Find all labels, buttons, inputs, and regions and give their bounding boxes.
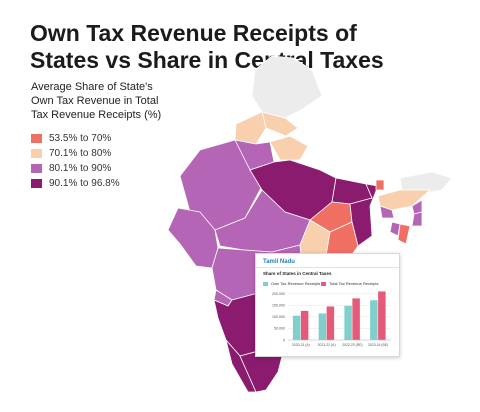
region-punjab[interactable] xyxy=(234,111,267,145)
tooltip-state-name: Tamil Nadu xyxy=(263,259,295,265)
legend-label: 90.1% to 96.8% xyxy=(49,178,120,189)
tooltip-legend-swatch xyxy=(263,281,268,286)
bar xyxy=(344,305,352,340)
y-tick-label: 200,000 xyxy=(272,292,285,296)
y-tick-label: 150,000 xyxy=(272,304,285,308)
bar xyxy=(318,313,327,340)
tooltip-divider xyxy=(256,267,399,268)
tooltip-legend-item: Total Tax Revenue Receipts xyxy=(321,281,379,286)
title-line-1: Own Tax Revenue Receipts of xyxy=(30,20,357,46)
legend-swatch xyxy=(31,134,42,143)
y-tick-label: 100,000 xyxy=(272,315,285,319)
bar xyxy=(300,310,309,340)
tooltip-legend-item: Own Tax Revenue Receipts xyxy=(263,281,320,286)
x-tick-label: 2021-22 (A) xyxy=(318,343,336,347)
legend-swatch xyxy=(31,164,42,173)
tooltip-legend-label: Total Tax Revenue Receipts xyxy=(329,281,379,286)
legend: 53.5% to 70% 70.1% to 80% 80.1% to 90% 9… xyxy=(31,131,120,191)
legend-heading: Average Share of State's Own Tax Revenue… xyxy=(31,80,206,122)
legend-label: 70.1% to 80% xyxy=(49,148,112,159)
region-uttarakhand[interactable] xyxy=(269,135,309,161)
tooltip-legend-label: Own Tax Revenue Receipts xyxy=(271,281,321,286)
legend-heading-line: Own Tax Revenue in Total xyxy=(31,95,159,107)
legend-item[interactable]: 53.5% to 70% xyxy=(31,131,120,146)
legend-heading-line: Average Share of State's xyxy=(31,81,153,93)
tooltip-chart-title: Share of States in Central Taxes xyxy=(263,271,332,276)
legend-swatch xyxy=(31,149,42,158)
region-jammu-kashmir[interactable] xyxy=(251,55,323,119)
legend-item[interactable]: 80.1% to 90% xyxy=(31,161,120,176)
region-sikkim[interactable] xyxy=(375,179,385,191)
region-tripura[interactable] xyxy=(389,221,401,237)
y-tick-label: 0 xyxy=(283,338,285,342)
y-tick-label: 50,000 xyxy=(274,327,285,331)
tooltip-legend-swatch xyxy=(321,281,326,286)
legend-heading-line: Tax Revenue Receipts (%) xyxy=(31,109,162,121)
page-title: Own Tax Revenue Receipts of States vs Sh… xyxy=(30,20,450,74)
legend-item[interactable]: 90.1% to 96.8% xyxy=(31,176,120,191)
region-meghalaya[interactable] xyxy=(379,205,395,219)
bar xyxy=(292,315,301,340)
region-mizoram[interactable] xyxy=(397,223,411,245)
legend-label: 80.1% to 90% xyxy=(49,163,112,174)
x-tick-label: 2020-21 (A) xyxy=(292,343,310,347)
bar xyxy=(378,291,386,340)
title-line-2: States vs Share in Central Taxes xyxy=(30,47,384,73)
tooltip-bar-chart: 200,000 150,000 100,000 50,000 0 2020-21 (A) 2… xyxy=(272,291,391,347)
legend-item[interactable]: 70.1% to 80% xyxy=(31,146,120,161)
x-tick-label: 2022-23 (RE) xyxy=(342,343,362,347)
bar xyxy=(352,298,360,340)
bar xyxy=(370,300,378,340)
x-tick-label: 2023-24 (BE) xyxy=(368,343,388,347)
legend-label: 53.5% to 70% xyxy=(49,133,112,144)
region-manipur[interactable] xyxy=(411,211,423,227)
tooltip-card: Tamil Nadu Share of States in Central Ta… xyxy=(255,253,400,357)
legend-swatch xyxy=(31,179,42,188)
bar xyxy=(326,306,335,340)
